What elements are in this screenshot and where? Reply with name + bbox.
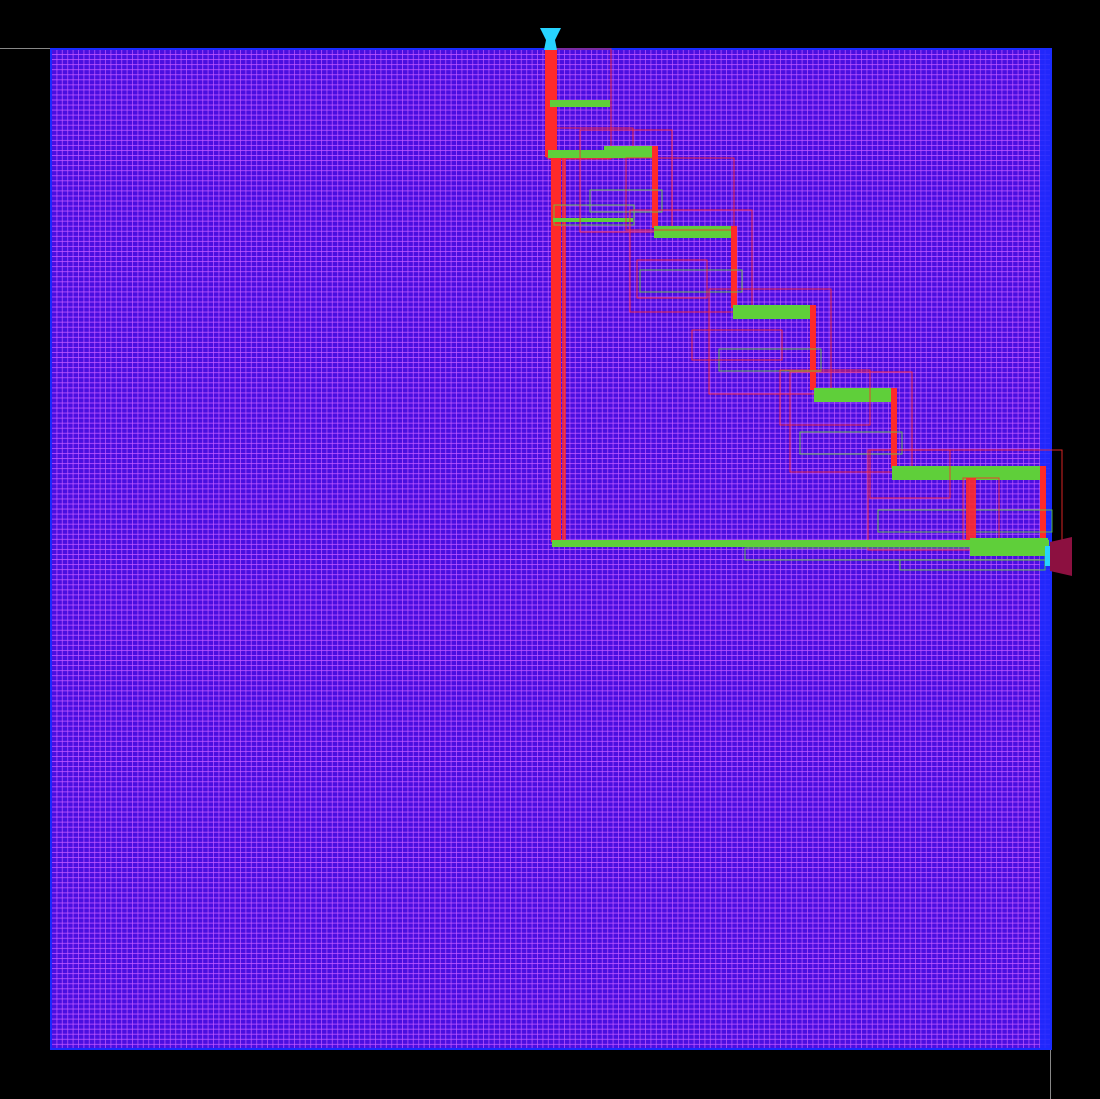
route-outline: [708, 288, 832, 395]
route-horizontal: [970, 538, 1048, 556]
route-outline: [579, 129, 673, 233]
route-vertical: [731, 226, 737, 308]
route-outline: [799, 431, 903, 455]
route-outline: [779, 369, 871, 426]
routing-layer: [545, 48, 1063, 571]
route-outline: [553, 204, 635, 226]
route-horizontal: [814, 388, 896, 402]
route-horizontal: [654, 226, 736, 238]
route-horizontal: [733, 305, 815, 319]
route-outline: [877, 509, 1053, 533]
route-horizontal: [604, 146, 656, 156]
route-horizontal: [553, 218, 633, 222]
route-vertical: [810, 305, 816, 390]
route-horizontal: [550, 100, 610, 107]
input-pin[interactable]: [540, 28, 561, 50]
route-vertical: [1040, 466, 1046, 546]
route-vertical: [966, 478, 976, 540]
route-horizontal: [552, 540, 1049, 547]
route-vertical: [551, 150, 561, 542]
route-outline: [636, 259, 708, 299]
output-pin[interactable]: [1050, 537, 1072, 576]
route-outline: [867, 449, 1063, 551]
route-outline: [691, 329, 783, 361]
route-outline: [869, 449, 951, 499]
route-vertical: [652, 146, 658, 228]
route-outline: [629, 209, 753, 313]
route-outline: [789, 371, 913, 473]
route-vertical: [562, 150, 566, 542]
route-outline: [639, 269, 743, 293]
route-horizontal: [892, 466, 1046, 480]
output-pin-stub: [1045, 546, 1050, 566]
route-vertical: [891, 388, 897, 468]
route-horizontal: [548, 150, 655, 158]
route-outline: [625, 157, 735, 231]
